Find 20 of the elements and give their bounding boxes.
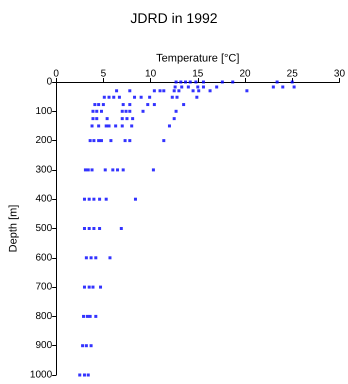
y-tick-label: 800 — [35, 310, 53, 322]
y-tick-label: 200 — [35, 135, 53, 146]
chart-title: JDRD in 1992 — [130, 10, 218, 26]
y-tick-label: 500 — [35, 223, 53, 234]
x-tick-label: 5 — [100, 68, 107, 80]
x-tick-label: 15 — [192, 68, 204, 80]
x-axis-title: Temperature [°C] — [156, 52, 240, 64]
y-tick-label: 1000 — [30, 370, 53, 380]
y-tick-label: 100 — [35, 106, 53, 117]
y-tick-label: 900 — [35, 340, 53, 352]
x-tick-label: 25 — [286, 68, 298, 80]
x-tick-label: 20 — [239, 68, 252, 80]
y-tick-label: 300 — [35, 164, 53, 176]
y-tick-label: 400 — [35, 194, 53, 205]
y-tick-label: 700 — [35, 282, 53, 293]
y-tick-label: 600 — [35, 252, 53, 264]
x-tick-label: 30 — [334, 68, 346, 80]
y-tick-label: 0 — [46, 76, 53, 88]
x-tick-label: 10 — [145, 68, 157, 80]
y-axis-title: Depth [m] — [8, 204, 20, 252]
